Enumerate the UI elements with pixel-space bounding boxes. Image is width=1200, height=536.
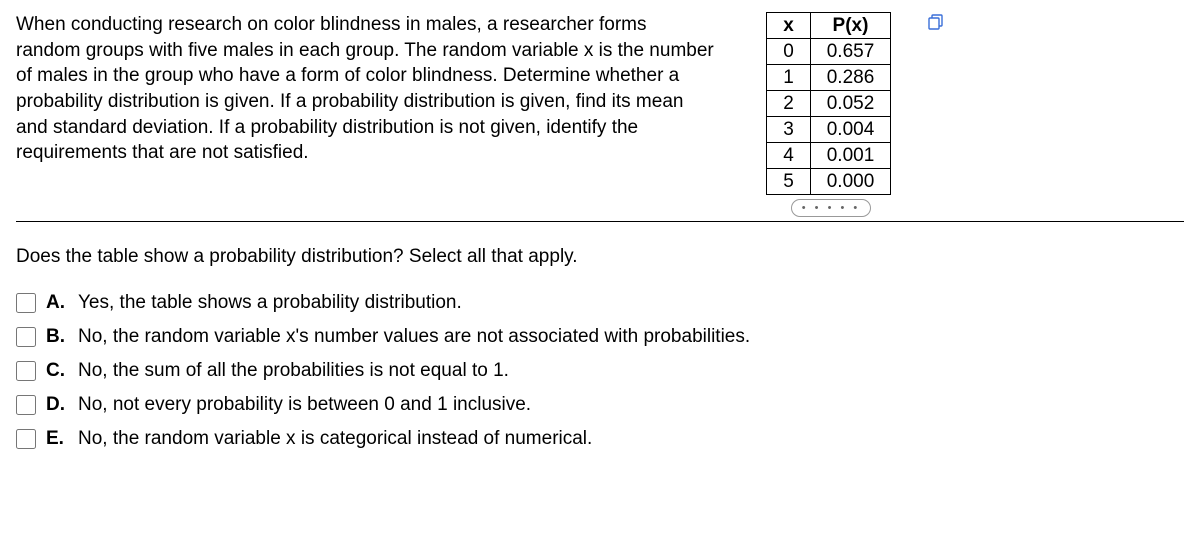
option-a[interactable]: A. Yes, the table shows a probability di… [16, 292, 1184, 314]
cell-px: 0.052 [811, 91, 891, 117]
answer-options: A. Yes, the table shows a probability di… [16, 292, 1184, 450]
table-row: 0 0.657 [767, 39, 891, 65]
sub-question-text: Does the table show a probability distri… [16, 246, 1184, 268]
option-text: No, not every probability is between 0 a… [78, 394, 531, 416]
option-letter: E. [46, 428, 68, 450]
checkbox-e[interactable] [16, 429, 36, 449]
cell-px: 0.004 [811, 117, 891, 143]
problem-statement: When conducting research on color blindn… [16, 12, 716, 166]
table-row: 1 0.286 [767, 65, 891, 91]
option-e[interactable]: E. No, the random variable x is categori… [16, 428, 1184, 450]
section-divider [16, 221, 1184, 222]
checkbox-a[interactable] [16, 293, 36, 313]
option-letter: B. [46, 326, 68, 348]
option-text: Yes, the table shows a probability distr… [78, 292, 462, 314]
option-b[interactable]: B. No, the random variable x's number va… [16, 326, 1184, 348]
cell-x: 5 [767, 169, 811, 195]
option-text: No, the sum of all the probabilities is … [78, 360, 509, 382]
checkbox-b[interactable] [16, 327, 36, 347]
checkbox-d[interactable] [16, 395, 36, 415]
cell-x: 1 [767, 65, 811, 91]
option-text: No, the random variable x is categorical… [78, 428, 592, 450]
table-row: 5 0.000 [767, 169, 891, 195]
copy-table-icon[interactable] [928, 14, 946, 30]
cell-x: 2 [767, 91, 811, 117]
table-row: 4 0.001 [767, 143, 891, 169]
option-letter: D. [46, 394, 68, 416]
option-c[interactable]: C. No, the sum of all the probabilities … [16, 360, 1184, 382]
probability-table: x P(x) 0 0.657 1 0.286 2 0.052 3 0.004 4… [766, 12, 891, 195]
table-header-row: x P(x) [767, 13, 891, 39]
cell-px: 0.286 [811, 65, 891, 91]
cell-x: 0 [767, 39, 811, 65]
cell-x: 4 [767, 143, 811, 169]
expand-dots-button[interactable]: • • • • • [791, 199, 871, 217]
cell-px: 0.657 [811, 39, 891, 65]
option-d[interactable]: D. No, not every probability is between … [16, 394, 1184, 416]
cell-x: 3 [767, 117, 811, 143]
col-header-px: P(x) [811, 13, 891, 39]
checkbox-c[interactable] [16, 361, 36, 381]
cell-px: 0.001 [811, 143, 891, 169]
option-text: No, the random variable x's number value… [78, 326, 750, 348]
problem-header-row: When conducting research on color blindn… [16, 12, 1184, 217]
probability-table-wrap: x P(x) 0 0.657 1 0.286 2 0.052 3 0.004 4… [746, 12, 916, 217]
table-row: 3 0.004 [767, 117, 891, 143]
cell-px: 0.000 [811, 169, 891, 195]
option-letter: A. [46, 292, 68, 314]
option-letter: C. [46, 360, 68, 382]
table-row: 2 0.052 [767, 91, 891, 117]
col-header-x: x [767, 13, 811, 39]
